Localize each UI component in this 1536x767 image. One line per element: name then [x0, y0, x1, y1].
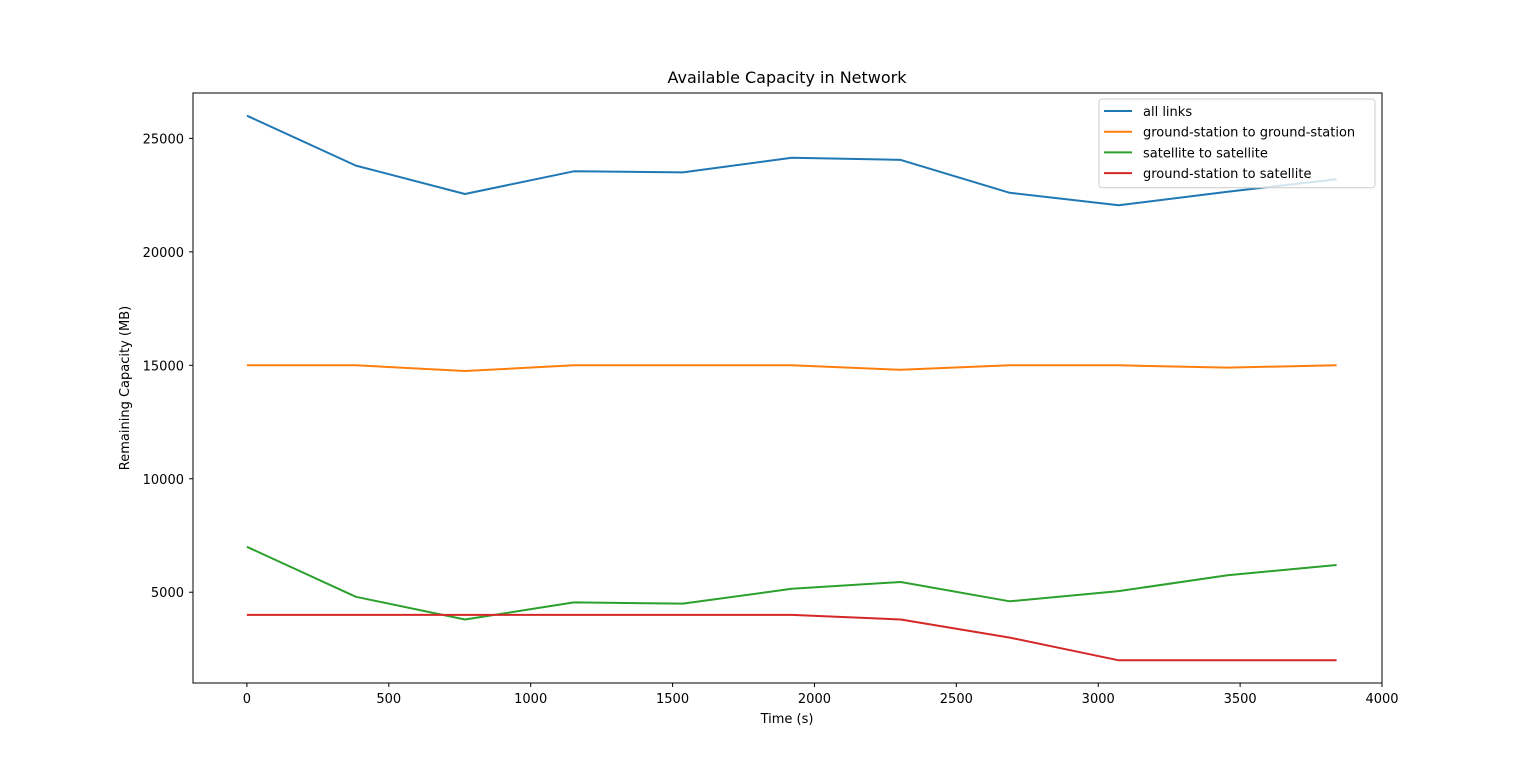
plot-frame [192, 92, 1383, 684]
legend-label-all-links: all links [1143, 105, 1192, 120]
series-line-all-links [246, 114, 1337, 207]
x-tick-label: 2500 [940, 692, 973, 707]
x-tick-label: 3000 [1082, 692, 1115, 707]
x-tick-label: 3500 [1224, 692, 1257, 707]
legend-box [1098, 98, 1376, 189]
x-tick-label: 2000 [798, 692, 831, 707]
y-tick-label: 5000 [151, 586, 184, 601]
y-tick-label: 20000 [143, 246, 184, 261]
x-tick-label: 0 [243, 692, 251, 707]
series-layer [246, 114, 1337, 662]
series-line-satellite-to-satellite [246, 545, 1337, 621]
axes-layer: 0 500 1000 1500 2000 2500 3000 3500 4000 5000 1000… [143, 132, 1399, 707]
y-tick-label: 15000 [143, 359, 184, 374]
series-line-ground-station-to-ground-station [246, 364, 1337, 372]
x-tick-label: 1500 [656, 692, 689, 707]
y-tick-label: 25000 [143, 132, 184, 147]
series-line-ground-station-to-satellite [246, 613, 1337, 662]
legend-label-ground-station-to-ground-station: ground-station to ground-station [1143, 126, 1355, 141]
x-tick-label: 4000 [1365, 692, 1398, 707]
legend-label-satellite-to-satellite: satellite to satellite [1143, 146, 1268, 161]
legend-label-ground-station-to-satellite: ground-station to satellite [1143, 167, 1312, 182]
x-tick-label: 500 [376, 692, 401, 707]
x-tick-label: 1000 [514, 692, 547, 707]
y-tick-label: 10000 [143, 473, 184, 488]
legend: all links ground-station to ground-statio… [1098, 98, 1376, 189]
chart-title: Available Capacity in Network [668, 68, 908, 87]
x-axis-title: Time (s) [760, 712, 814, 727]
y-axis-title: Remaining Capacity (MB) [118, 306, 133, 470]
